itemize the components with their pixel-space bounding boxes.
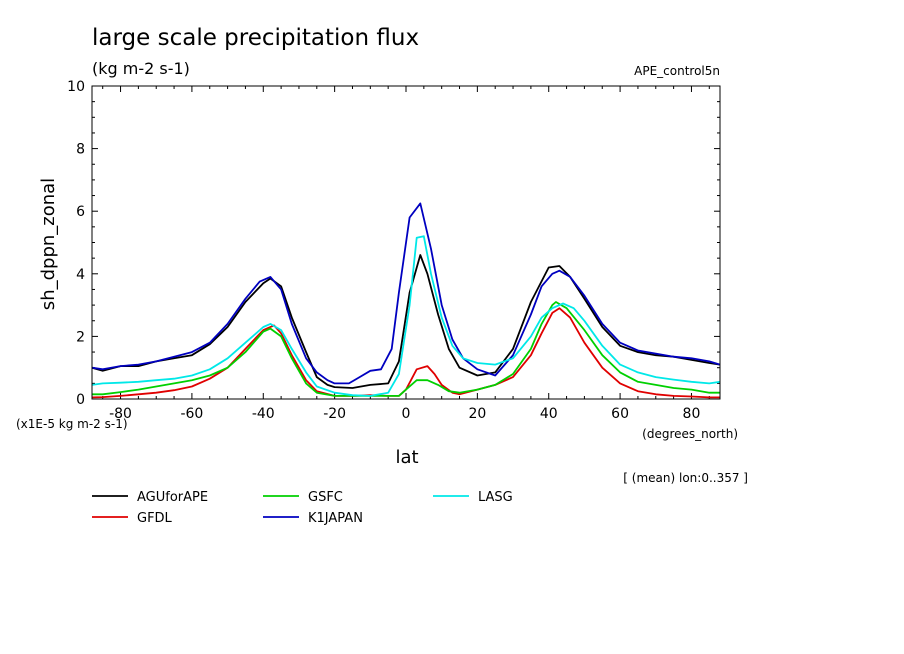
experiment-label: APE_control5n — [634, 64, 720, 78]
y-tick-label: 8 — [76, 142, 85, 158]
y-axis-label: sh_dppn_zonal — [38, 178, 59, 310]
axis-tick-labels: -80 -60 -40 -20 0 20 40 60 80 0 2 4 6 8 10 — [67, 79, 700, 422]
legend-label: LASG — [478, 490, 513, 505]
y-tick-label: 2 — [76, 329, 85, 345]
series-line-lasg — [91, 235, 721, 397]
x-tick-label: -40 — [252, 406, 275, 422]
legend-label: GSFC — [308, 490, 343, 505]
y-scale-note: (x1E-5 kg m-2 s-1) — [16, 417, 128, 431]
x-tick-label: -80 — [109, 406, 132, 422]
series-lines — [91, 202, 721, 399]
y-tick-label: 0 — [76, 392, 85, 408]
x-tick-label: 0 — [402, 406, 411, 422]
series-line-gfdl — [91, 307, 720, 399]
legend-label: K1JAPAN — [308, 511, 363, 526]
plot-frame — [91, 85, 721, 400]
x-tick-label: 60 — [611, 406, 629, 422]
x-tick-label: -20 — [323, 406, 346, 422]
chart-subtitle: (kg m-2 s-1) — [92, 59, 190, 78]
series-line-k1japan — [91, 202, 721, 385]
x-tick-label: 20 — [468, 406, 486, 422]
legend-label: GFDL — [137, 511, 173, 526]
y-tick-label: 4 — [76, 267, 85, 283]
y-tick-label: 10 — [67, 79, 85, 95]
x-tick-label: 40 — [540, 406, 558, 422]
x-tick-label: 80 — [683, 406, 701, 422]
series-line-gsfc — [92, 301, 720, 397]
legend-label: AGUforAPE — [137, 490, 208, 505]
averaging-note: [ (mean) lon:0..357 ] — [623, 471, 748, 485]
legend: AGUforAPE GFDL GSFC K1JAPAN LASG — [92, 490, 513, 526]
series-line-aguforape — [91, 254, 721, 389]
y-tick-label: 6 — [76, 204, 85, 220]
chart-title: large scale precipitation flux — [92, 25, 419, 51]
x-units-label: (degrees_north) — [642, 427, 738, 441]
x-axis-label: lat — [395, 447, 418, 468]
x-tick-label: -60 — [180, 406, 203, 422]
